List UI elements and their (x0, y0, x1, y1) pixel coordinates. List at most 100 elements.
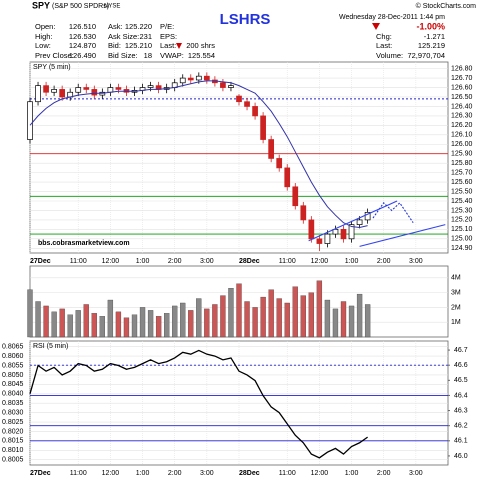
x-tick-label: 1:00 (136, 258, 150, 265)
volume-bar (292, 286, 298, 338)
summary-label: Chg: (376, 32, 392, 41)
candle-body (179, 77, 186, 84)
y-tick-label: 125.40 (451, 198, 473, 205)
y2-tick-label: 46.5 (454, 377, 468, 384)
y-tick-label: 125.80 (451, 160, 473, 167)
candle-body (43, 85, 49, 93)
field-label: P/E: (160, 22, 174, 31)
y-tick-label: 125.70 (451, 169, 473, 176)
y2-tick-label: 46.4 (454, 392, 468, 399)
volume-bar (268, 289, 274, 338)
field-label: Bid Size: (108, 51, 138, 60)
candle-body (228, 85, 234, 88)
y-tick-label: 125.30 (451, 207, 473, 214)
candle-body (187, 77, 194, 81)
volume-bar (324, 299, 331, 338)
volume-bar (180, 302, 186, 338)
field-label: Prev Close: (35, 51, 74, 60)
volume-bar (75, 310, 81, 338)
x-tick-label: 3:00 (409, 258, 423, 265)
volume-bar (228, 288, 234, 338)
y2-tick-label: 46.3 (454, 407, 468, 414)
volume-bar (204, 308, 210, 338)
volume-bar (252, 307, 258, 338)
y2-tick-label: 46.1 (454, 438, 468, 445)
change-percent: -1.00% (416, 21, 445, 31)
y-tick-label: 125.60 (451, 179, 473, 186)
field-label: Open: (35, 22, 55, 31)
x-tick-label: 12:00 (102, 470, 120, 477)
volume-bar (308, 292, 314, 338)
volume-bar (59, 308, 65, 338)
y-tick-label: 126.10 (451, 132, 473, 139)
x-tick-label: 2:00 (377, 258, 391, 265)
candle-body (147, 85, 154, 88)
y2-tick-label: 46.0 (454, 453, 468, 460)
field-label: Low: (35, 41, 51, 50)
candle-body (364, 211, 371, 221)
y-tick-label: 0.8055 (2, 362, 24, 369)
y-tick-label: 0.8065 (2, 343, 24, 350)
y-tick-label: 125.90 (451, 151, 473, 158)
y-tick-label: 0.8010 (2, 447, 24, 454)
summary-value: 125.219 (418, 41, 445, 50)
watermark: bbs.cobrasmarketview.com (38, 240, 130, 247)
y-tick-label: 0.8035 (2, 400, 24, 407)
candle-body (220, 82, 226, 88)
volume-bar (340, 301, 347, 338)
volume-bar (27, 289, 33, 338)
x-tick-label: 27Dec (30, 258, 51, 265)
candle-body (324, 233, 331, 244)
x-tick-label: 3:00 (200, 258, 214, 265)
volume-bar (276, 298, 282, 338)
trendline (359, 224, 446, 247)
volume-bar (188, 310, 194, 338)
x-tick-label: 3:00 (200, 470, 214, 477)
y-tick-label: 125.10 (451, 226, 473, 233)
field-value: 124.870 (69, 41, 96, 50)
volume-bar (115, 311, 122, 338)
volume-bar (147, 310, 154, 338)
candle-body (27, 101, 33, 140)
line-series (29, 349, 368, 459)
volume-bar (35, 301, 41, 338)
volume-bar (212, 304, 218, 338)
volume-bar (131, 314, 138, 338)
volume-bar (300, 295, 306, 338)
chart-title: LSHRS (220, 11, 271, 28)
y-tick-label: 124.90 (451, 245, 473, 252)
volume-bar (316, 280, 323, 338)
candle-body (332, 229, 339, 235)
volume-bar (196, 298, 202, 338)
field-value: 125.210 (125, 41, 152, 50)
x-tick-label: 28Dec (239, 470, 260, 477)
candle-body (260, 115, 266, 140)
field-value: 126.510 (69, 22, 96, 31)
trendline (372, 202, 414, 224)
volume-bar (107, 299, 114, 338)
copyright: © StockCharts.com (416, 2, 477, 10)
field-value: 231 (139, 32, 152, 41)
summary-label: Last: (376, 41, 392, 50)
summary-label: Volume: (376, 51, 403, 60)
volume-bar (83, 304, 89, 338)
y-tick-label: 2M (451, 304, 461, 311)
volume-bar (244, 301, 250, 338)
candle-body (59, 89, 66, 98)
volume-bar (139, 307, 146, 338)
y-tick-label: 126.20 (451, 122, 473, 129)
y-tick-label: 0.8030 (2, 409, 24, 416)
volume-bar (284, 302, 290, 338)
y-tick-label: 126.40 (451, 103, 473, 110)
field-label: Ask Size: (108, 32, 139, 41)
y-tick-label: 126.80 (451, 65, 473, 72)
x-tick-label: 28Dec (239, 258, 260, 265)
panel-title: SPY (5 min) (33, 64, 71, 71)
candle-body (276, 158, 283, 169)
date: Wednesday 28-Dec-2011 1:44 pm (339, 14, 445, 21)
volume-bar (260, 296, 266, 338)
x-tick-label: 2:00 (377, 470, 391, 477)
y-tick-label: 0.8005 (2, 457, 24, 464)
field-label: EPS: (160, 32, 177, 41)
volume-bar (172, 305, 178, 338)
